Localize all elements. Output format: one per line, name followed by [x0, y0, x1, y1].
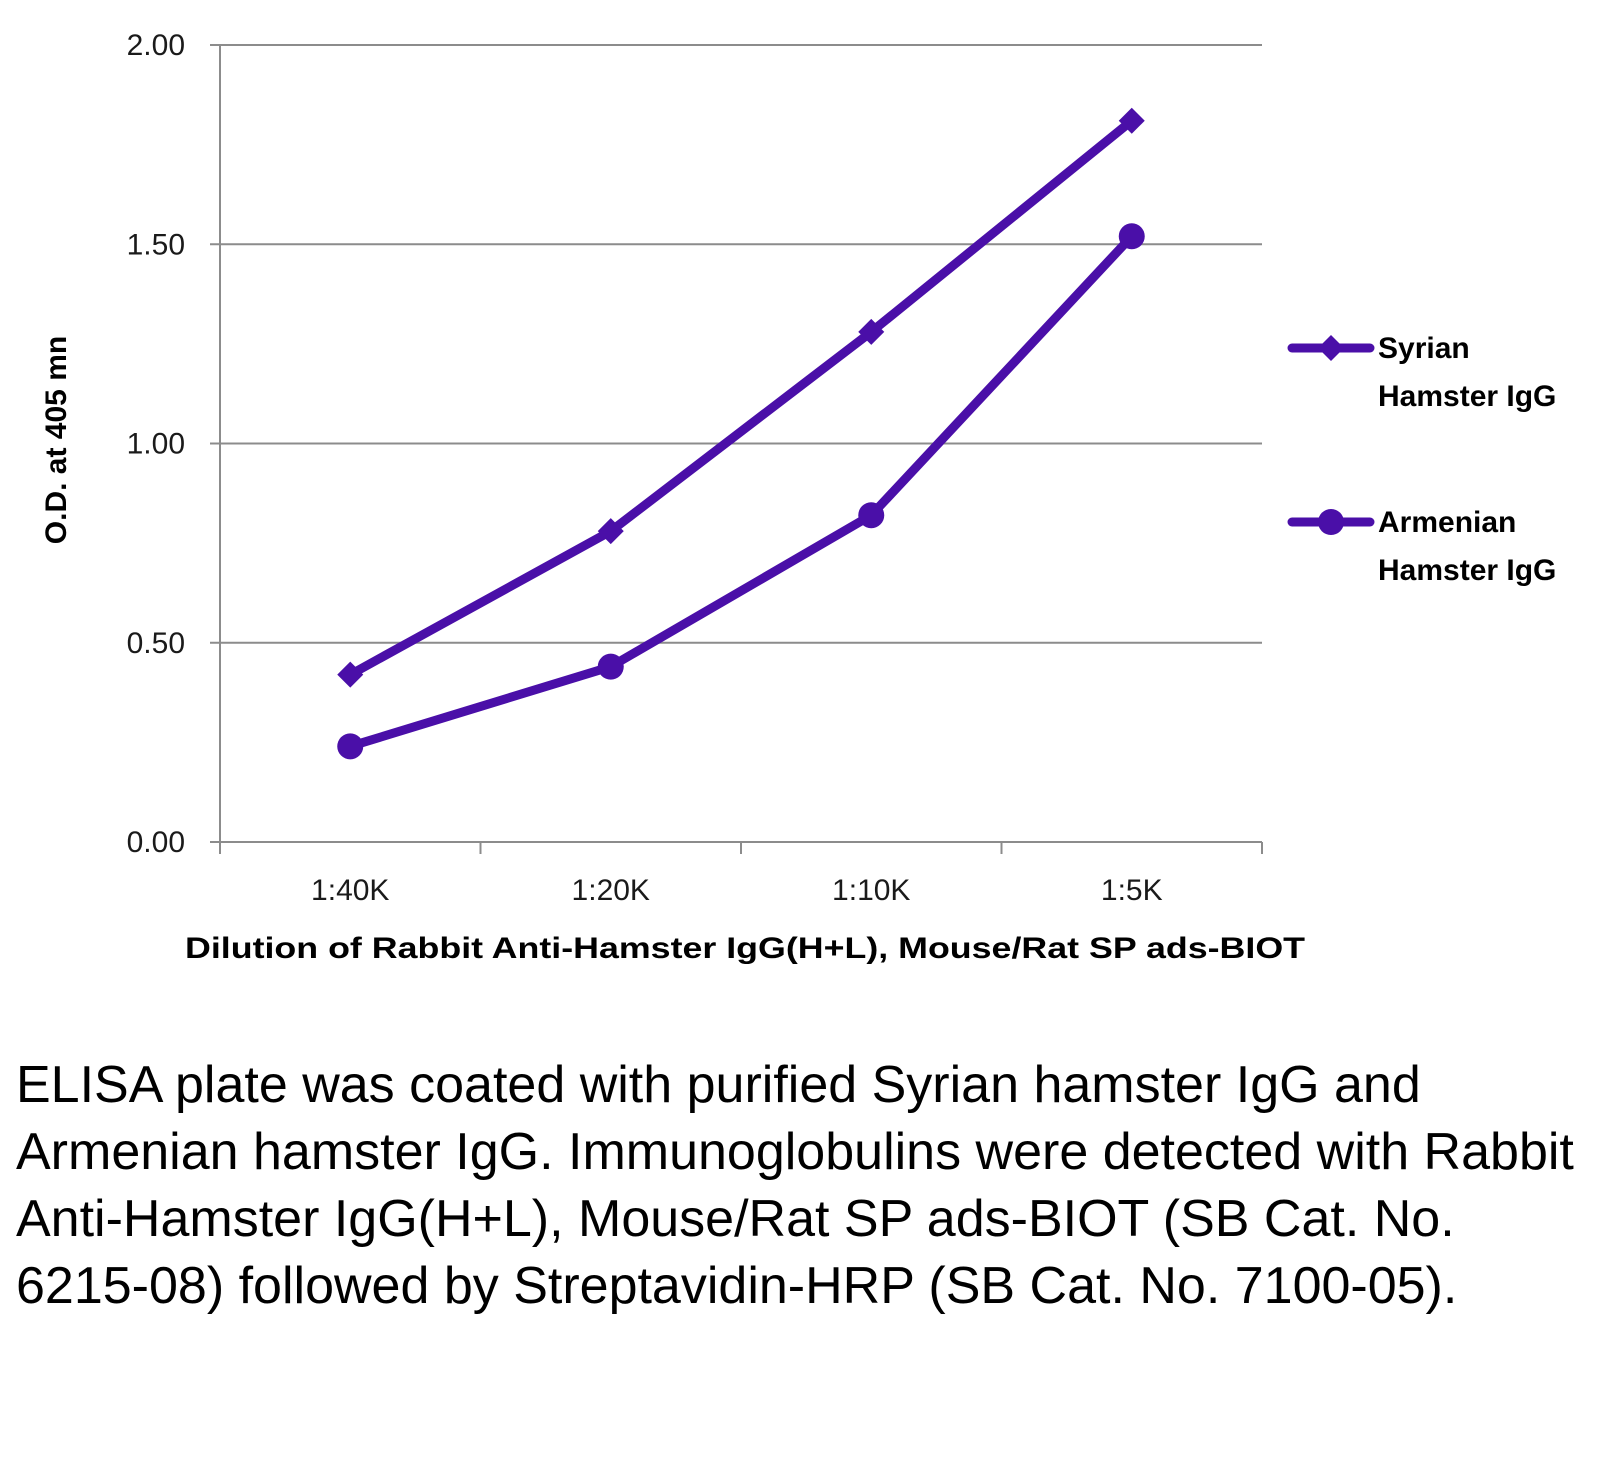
x-tick-label: 1:20K [572, 874, 650, 907]
y-tick-label: 1.00 [127, 428, 185, 461]
legend-label-line: Syrian [1378, 332, 1470, 365]
y-tick-label: 2.00 [127, 29, 185, 62]
data-point [597, 518, 624, 545]
legend: Syrian Hamster IgG Armenian Hamster IgG [1287, 332, 1556, 587]
data-point [337, 661, 364, 688]
series-line [345, 116, 1137, 680]
data-point [858, 318, 885, 345]
data-point [1118, 223, 1145, 250]
y-tick-label: 0.00 [127, 826, 185, 859]
data-point [858, 502, 885, 529]
legend-label-line: Armenian [1378, 506, 1516, 539]
legend-entry: Armenian Hamster IgG [1287, 506, 1556, 587]
series-circle [337, 223, 1145, 760]
legend-marker [1318, 509, 1344, 535]
y-axis-title: O.D. at 405 mn [40, 336, 73, 544]
data-point [1118, 107, 1145, 134]
y-tick-label: 0.50 [127, 627, 185, 660]
legend-marker [1318, 335, 1344, 361]
series-line [345, 231, 1137, 751]
elisa-line-chart: 0.00 0.50 1.00 1.50 2.00 1:40K 1:20K 1:10K 1:5K… [40, 29, 1556, 965]
series-diamond [337, 107, 1145, 688]
data-point [337, 733, 364, 760]
series-lines [337, 107, 1145, 760]
y-tick-label: 1.50 [127, 228, 185, 261]
legend-entry: Syrian Hamster IgG [1287, 332, 1556, 413]
gridlines [210, 44, 1262, 843]
x-tick-label: 1:40K [311, 874, 389, 907]
legend-label-line: Hamster IgG [1378, 380, 1556, 413]
x-tick-labels: 1:40K 1:20K 1:10K 1:5K [311, 874, 1163, 907]
y-tick-labels: 0.00 0.50 1.00 1.50 2.00 [127, 29, 185, 859]
x-tick-label: 1:5K [1101, 874, 1163, 907]
data-point [597, 653, 624, 680]
x-axis-title: Dilution of Rabbit Anti-Hamster IgG(H+L)… [185, 932, 1305, 965]
x-tick-label: 1:10K [832, 874, 910, 907]
axes [219, 45, 1263, 854]
legend-label-line: Hamster IgG [1378, 554, 1556, 587]
figure-caption: ELISA plate was coated with purified Syr… [16, 1056, 1574, 1315]
